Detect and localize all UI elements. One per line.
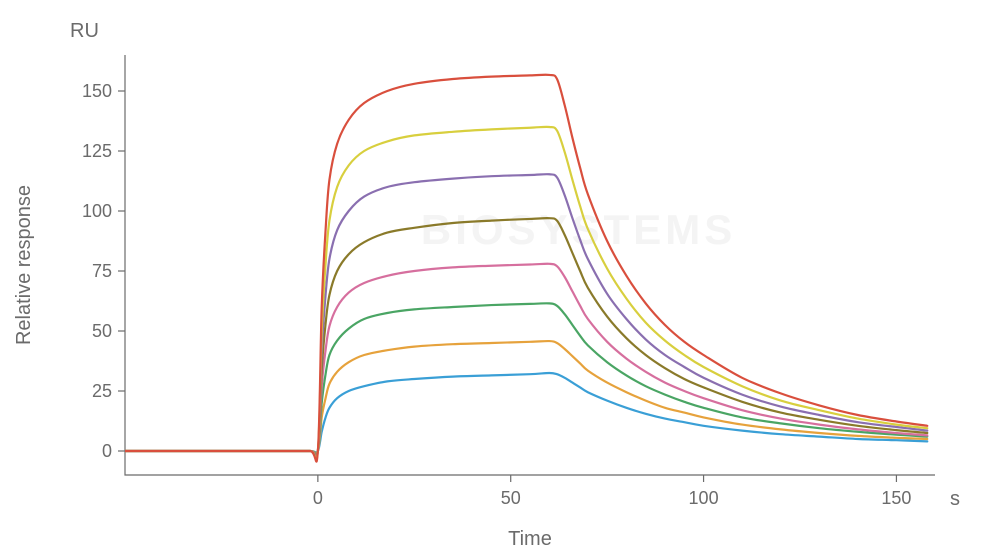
- y-tick-label: 75: [92, 261, 112, 281]
- series-olive: [125, 218, 927, 457]
- x-tick-label: 0: [313, 488, 323, 508]
- x-tick-label: 150: [881, 488, 911, 508]
- y-tick-label: 125: [82, 141, 112, 161]
- y-tick-label: 150: [82, 81, 112, 101]
- x-tick-label: 100: [689, 488, 719, 508]
- x-axis-title: Time: [508, 528, 552, 550]
- x-unit-label: s: [950, 488, 960, 510]
- series-yellow: [125, 127, 927, 460]
- y-axis-title: Relative response: [13, 185, 35, 345]
- series-red: [125, 75, 927, 462]
- y-tick-label: 50: [92, 321, 112, 341]
- y-tick-label: 100: [82, 201, 112, 221]
- y-tick-label: 25: [92, 381, 112, 401]
- watermark-text: BIOSYSTEMS: [421, 206, 736, 253]
- sensorgram-chart: BIOSYSTEMS 0 25 50 75 100 125 150 0 50 100 150 RU s Ti…: [0, 0, 1000, 557]
- y-unit-label: RU: [70, 20, 99, 42]
- y-tick-label: 0: [102, 441, 112, 461]
- x-tick-label: 50: [501, 488, 521, 508]
